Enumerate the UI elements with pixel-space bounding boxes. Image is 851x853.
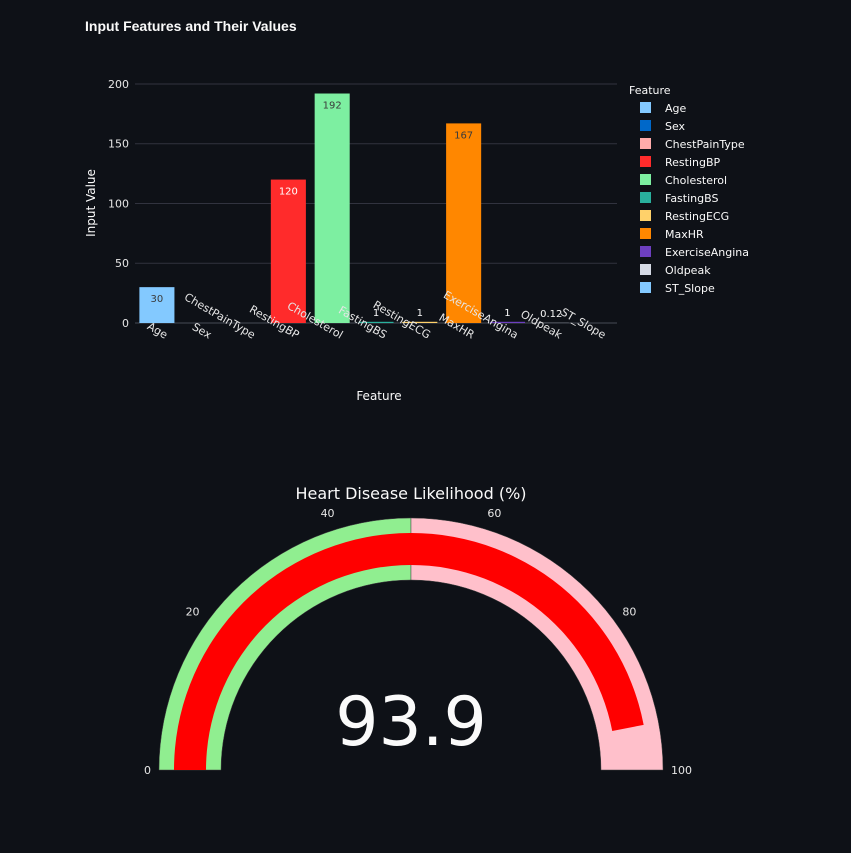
legend-swatch <box>640 264 651 275</box>
y-tick-label: 100 <box>108 197 129 210</box>
gauge-ticks: 0 20 40 60 80 100 <box>144 507 692 777</box>
legend-item-chestpaintype[interactable]: ChestPainType <box>640 138 745 151</box>
legend-label: ST_Slope <box>665 282 715 295</box>
bar-data-label: 167 <box>454 130 473 141</box>
bar-data-labels: 30 120 192 1 1 167 1 0.12 <box>151 101 563 320</box>
bar-chart: 0 50 100 150 200 30 120 192 1 1 167 1 0.12 Age Sex Ch… <box>84 78 749 403</box>
bar-maxhr[interactable] <box>446 123 482 324</box>
bar-data-label: 1 <box>417 308 423 319</box>
legend: Age Sex ChestPainType RestingBP Cholesterol F… <box>640 102 749 295</box>
bar-data-label: 120 <box>279 187 298 198</box>
bar-data-label: 0.12 <box>540 309 562 320</box>
gauge-tick-label: 60 <box>487 507 501 520</box>
legend-label: ChestPainType <box>665 138 745 151</box>
y-tick-label: 200 <box>108 78 129 91</box>
legend-swatch <box>640 138 651 149</box>
bar-data-label: 1 <box>373 308 379 319</box>
gauge-bar <box>173 532 644 770</box>
y-axis-label: Input Value <box>84 169 98 237</box>
legend-item-restingecg[interactable]: RestingECG <box>640 210 729 223</box>
bar-exerciseangina[interactable] <box>489 321 525 323</box>
legend-swatch <box>640 246 651 257</box>
legend-label: RestingECG <box>665 210 729 223</box>
legend-label: Cholesterol <box>665 174 727 187</box>
legend-swatch <box>640 102 651 113</box>
gauge-tick-label: 40 <box>321 507 335 520</box>
bar-cholesterol[interactable] <box>314 93 350 323</box>
bar-age[interactable] <box>139 287 175 323</box>
gauge-steps <box>158 517 664 771</box>
bar-series <box>139 93 569 324</box>
legend-swatch <box>640 282 651 293</box>
legend-item-cholesterol[interactable]: Cholesterol <box>640 174 727 187</box>
legend-item-st_slope[interactable]: ST_Slope <box>640 282 715 295</box>
bar-restingbp[interactable] <box>270 179 306 323</box>
bar-data-label: 30 <box>151 294 164 305</box>
legend-item-fastingbs[interactable]: FastingBS <box>640 192 718 205</box>
gauge-step-0 <box>158 517 412 771</box>
legend-label: MaxHR <box>665 228 704 241</box>
legend-item-sex[interactable]: Sex <box>640 120 686 133</box>
gauge-tick-label: 80 <box>622 605 636 618</box>
legend-label: Age <box>665 102 687 115</box>
legend-swatch <box>640 120 651 131</box>
y-tick-label: 50 <box>115 257 129 270</box>
y-tick-label: 0 <box>122 317 129 330</box>
legend-item-exerciseangina[interactable]: ExerciseAngina <box>640 246 749 259</box>
legend-label: RestingBP <box>665 156 721 169</box>
legend-item-age[interactable]: Age <box>640 102 687 115</box>
bar-restingecg[interactable] <box>402 321 438 323</box>
legend-swatch <box>640 228 651 239</box>
bar-data-label: 192 <box>323 101 342 112</box>
legend-label: FastingBS <box>665 192 718 205</box>
gauge-title: Heart Disease Likelihood (%) <box>295 484 526 503</box>
y-axis-ticks: 0 50 100 150 200 <box>108 78 129 330</box>
legend-label: Sex <box>665 120 686 133</box>
legend-item-maxhr[interactable]: MaxHR <box>640 228 704 241</box>
gauge-step-1 <box>410 517 664 771</box>
gauge-tick-label: 20 <box>186 605 200 618</box>
legend-label: ExerciseAngina <box>665 246 749 259</box>
gauge-value-bar <box>173 532 644 770</box>
gauge-tick-label: 100 <box>671 764 692 777</box>
bar-fastingbs[interactable] <box>358 321 394 323</box>
legend-swatch <box>640 192 651 203</box>
chart-title: Input Features and Their Values <box>85 18 297 34</box>
legend-title: Feature <box>629 84 671 97</box>
x-axis-label: Feature <box>356 389 401 403</box>
legend-item-restingbp[interactable]: RestingBP <box>640 156 721 169</box>
y-tick-label: 150 <box>108 138 129 151</box>
bar-data-label: 1 <box>504 308 510 319</box>
gauge-tick-label: 0 <box>144 764 151 777</box>
legend-swatch <box>640 156 651 167</box>
legend-item-oldpeak[interactable]: Oldpeak <box>640 264 711 277</box>
gauge-value: 93.9 <box>335 683 486 762</box>
legend-label: Oldpeak <box>665 264 711 277</box>
legend-swatch <box>640 210 651 221</box>
legend-swatch <box>640 174 651 185</box>
